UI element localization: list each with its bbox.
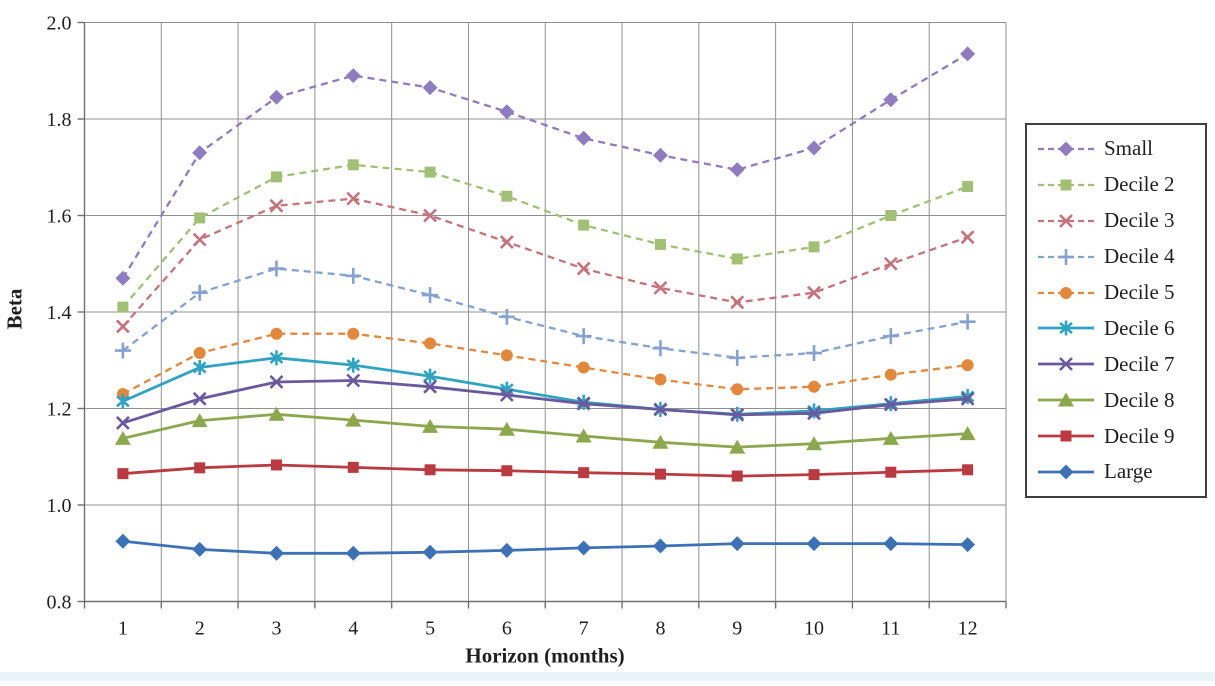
legend-label: Decile 8: [1104, 387, 1175, 412]
y-axis-title: Beta: [2, 288, 27, 330]
series-large: [115, 533, 976, 561]
x-axis-title: Horizon (months): [465, 643, 625, 668]
legend-marker-square-icon: [1038, 430, 1094, 442]
x-tick-label: 11: [881, 618, 900, 640]
legend-item-large: Large: [1037, 459, 1205, 485]
gridlines: [84, 22, 1007, 602]
legend-label: Decile 6: [1104, 315, 1175, 340]
legend-item-decile-3: Decile 3: [1037, 208, 1205, 234]
legend-marker-diamond-icon: [1038, 141, 1094, 157]
x-tick-label: 9: [732, 618, 742, 640]
x-tick-label: 8: [655, 618, 665, 640]
legend-label: Small: [1104, 136, 1154, 161]
legend-label: Decile 3: [1104, 208, 1175, 233]
x-tick-label: 3: [271, 618, 281, 640]
series-decile-3: [115, 191, 975, 334]
x-tick-label: 2: [195, 618, 205, 640]
y-tick-label: 1.4: [47, 302, 72, 324]
y-tick-label: 1.6: [47, 206, 72, 228]
series-decile-2: [117, 159, 974, 313]
legend-item-decile-2: Decile 2: [1037, 172, 1205, 198]
legend-marker-plus-icon: [1038, 248, 1094, 265]
legend-label: Decile 9: [1104, 423, 1175, 448]
series-small: [115, 46, 976, 286]
legend-item-decile-6: Decile 6: [1037, 315, 1205, 341]
tick-labels: 2.01.81.61.41.21.00.81 2 3 4 5 6 7 8 9 10 11 12: [47, 13, 978, 640]
series-decile-8: [114, 406, 976, 454]
legend-marker-x-icon: [1038, 213, 1094, 228]
legend-marker-x-icon: [1038, 357, 1094, 372]
legend-box: Small Decile 2 Decile 3 Decile 4 Decile 5 Dec…: [1025, 123, 1207, 498]
legend-item-decile-9: Decile 9: [1037, 423, 1205, 449]
legend-label: Decile 5: [1104, 280, 1175, 304]
x-tick-label: 5: [425, 618, 435, 640]
bottom-strip: [0, 672, 1215, 681]
x-tick-label: 10: [804, 618, 824, 640]
y-tick-label: 1.0: [47, 495, 72, 517]
axes: [77, 21, 1007, 609]
legend-item-decile-5: Decile 5: [1037, 280, 1205, 306]
y-tick-label: 1.8: [47, 109, 72, 131]
x-tick-label: 1: [118, 618, 128, 640]
x-tick-label: 7: [579, 618, 589, 640]
legend-item-decile-8: Decile 8: [1037, 387, 1205, 413]
legend-label: Decile 4: [1104, 244, 1175, 269]
legend-label: Decile 2: [1104, 172, 1175, 197]
legend-item-small: Small: [1037, 136, 1205, 162]
legend-item-decile-7: Decile 7: [1037, 351, 1205, 377]
y-tick-label: 2.0: [47, 13, 72, 35]
series-decile-5: [116, 327, 974, 401]
legend-marker-circle-icon: [1038, 286, 1094, 299]
legend-marker-asterisk-icon: [1038, 320, 1094, 336]
legend-label: Large: [1104, 459, 1153, 484]
series-decile-7: [115, 373, 975, 430]
y-tick-label: 0.8: [47, 592, 72, 614]
legend-marker-triangle-icon: [1038, 392, 1094, 407]
x-tick-label: 12: [958, 618, 978, 640]
legend-item-decile-4: Decile 4: [1037, 244, 1205, 270]
legend-label: Decile 7: [1104, 351, 1175, 376]
x-tick-label: 4: [348, 618, 358, 640]
series-decile-9: [117, 459, 974, 482]
y-tick-label: 1.2: [47, 399, 72, 421]
series-decile-4: [114, 260, 976, 366]
legend-marker-square-icon: [1038, 179, 1094, 191]
legend-marker-diamond-icon: [1038, 464, 1094, 480]
x-tick-label: 6: [502, 618, 512, 640]
